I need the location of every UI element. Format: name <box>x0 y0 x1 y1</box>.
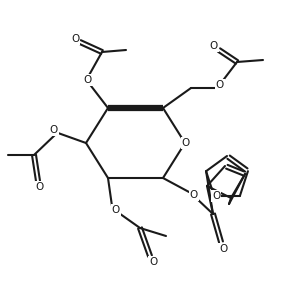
Text: O: O <box>212 191 220 201</box>
Text: O: O <box>219 244 227 254</box>
Text: O: O <box>36 182 44 192</box>
Text: O: O <box>190 190 198 200</box>
Text: O: O <box>84 75 92 85</box>
Text: O: O <box>210 41 218 51</box>
Text: O: O <box>50 125 58 135</box>
Text: O: O <box>112 205 120 215</box>
Text: O: O <box>216 80 224 90</box>
Text: O: O <box>71 34 79 44</box>
Text: O: O <box>149 257 157 267</box>
Text: O: O <box>182 138 190 148</box>
